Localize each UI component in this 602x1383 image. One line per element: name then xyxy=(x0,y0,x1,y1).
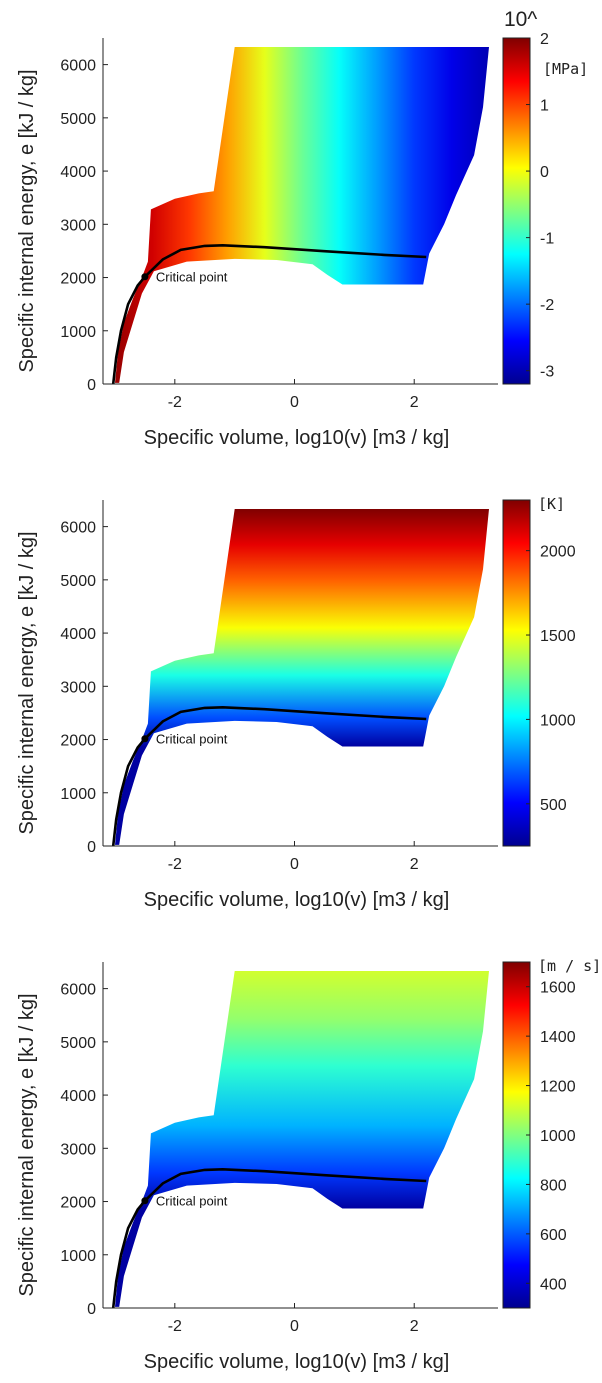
colorbar xyxy=(502,499,531,847)
y-tick-label: 0 xyxy=(87,839,96,856)
colorbar-tick-label: 600 xyxy=(540,1227,567,1244)
state-region xyxy=(115,971,489,1307)
y-tick-label: 6000 xyxy=(60,58,96,75)
saturation-curve xyxy=(111,1167,427,1309)
x-tick-label: -2 xyxy=(168,856,182,873)
y-tick-label: 6000 xyxy=(60,520,96,537)
panel-2: Critical point0100020003000400050006000-… xyxy=(16,495,576,911)
colorbar-unit-label: [m / s] xyxy=(538,957,601,975)
panel-3: Critical point0100020003000400050006000-… xyxy=(16,957,601,1373)
y-tick-label: 2000 xyxy=(60,271,96,288)
colorbar-tick-label: 1000 xyxy=(540,712,576,729)
colorbar-tick-label: 1200 xyxy=(540,1079,576,1096)
x-tick-label: 0 xyxy=(290,856,299,873)
colorbar-tick-label: -2 xyxy=(540,297,554,314)
saturation-curve xyxy=(111,243,427,385)
colorbar-tick-label: 1400 xyxy=(540,1029,576,1046)
colorbar-tick-label: -3 xyxy=(540,364,554,381)
colorbar-tick-label: 400 xyxy=(540,1276,567,1293)
critical-point-marker xyxy=(141,735,149,743)
x-tick-label: 2 xyxy=(410,856,419,873)
colorbar-tick-label: 1 xyxy=(540,98,549,115)
x-tick-label: -2 xyxy=(168,1318,182,1335)
colorbar xyxy=(502,961,531,1309)
y-tick-label: 4000 xyxy=(60,1088,96,1105)
critical-point-marker xyxy=(141,1197,149,1205)
x-axis-label: Specific volume, log10(v) [m3 / kg] xyxy=(144,427,450,449)
colorbar-tick-label: 500 xyxy=(540,797,567,814)
colorbar-tick-label: -1 xyxy=(540,231,554,248)
x-tick-label: 2 xyxy=(410,1318,419,1335)
saturation-curve xyxy=(111,705,427,847)
y-tick-label: 1000 xyxy=(60,786,96,803)
x-tick-label: 0 xyxy=(290,1318,299,1335)
colorbar-tick-label: 1500 xyxy=(540,628,576,645)
colorbar-tick-label: 800 xyxy=(540,1177,567,1194)
colorbar-exponent-label: 10^ xyxy=(504,8,537,31)
y-tick-label: 5000 xyxy=(60,573,96,590)
y-axis-label: Specific internal energy, e [kJ / kg] xyxy=(16,69,38,372)
colorbar-tick-label: 0 xyxy=(540,164,549,181)
colorbar-unit-label: [K] xyxy=(538,495,565,513)
y-tick-label: 3000 xyxy=(60,217,96,234)
x-tick-label: -2 xyxy=(168,394,182,411)
x-axis-label: Specific volume, log10(v) [m3 / kg] xyxy=(144,889,450,911)
colorbar-tick-label: 1000 xyxy=(540,1128,576,1145)
y-tick-label: 4000 xyxy=(60,626,96,643)
y-tick-label: 5000 xyxy=(60,111,96,128)
critical-point-label: Critical point xyxy=(156,1194,228,1209)
colorbar-tick-label: 2 xyxy=(540,31,549,48)
state-region xyxy=(115,509,489,845)
colorbar-tick-label: 1600 xyxy=(540,980,576,997)
critical-point-label: Critical point xyxy=(156,732,228,747)
y-axis-label: Specific internal energy, e [kJ / kg] xyxy=(16,531,38,834)
y-tick-label: 1000 xyxy=(60,324,96,341)
y-tick-label: 2000 xyxy=(60,733,96,750)
y-tick-label: 0 xyxy=(87,377,96,394)
y-axis-label: Specific internal energy, e [kJ / kg] xyxy=(16,993,38,1296)
x-tick-label: 2 xyxy=(410,394,419,411)
y-tick-label: 1000 xyxy=(60,1248,96,1265)
y-tick-label: 0 xyxy=(87,1301,96,1318)
y-tick-label: 4000 xyxy=(60,164,96,181)
critical-point-marker xyxy=(141,273,149,281)
y-tick-label: 2000 xyxy=(60,1195,96,1212)
panel-1: Critical point 0 1000 2000 3000 4000 5000 6000 -… xyxy=(16,8,588,449)
y-tick-label: 3000 xyxy=(60,1141,96,1158)
state-region xyxy=(115,47,489,383)
y-tick-label: 3000 xyxy=(60,679,96,696)
critical-point-label: Critical point xyxy=(156,270,228,285)
colorbar-tick-label: 2000 xyxy=(540,544,576,561)
x-tick-label: 0 xyxy=(290,394,299,411)
colorbar xyxy=(502,37,531,385)
colorbar-unit-label: [MPa] xyxy=(543,60,588,78)
x-axis-label: Specific volume, log10(v) [m3 / kg] xyxy=(144,1351,450,1373)
y-tick-label: 5000 xyxy=(60,1035,96,1052)
y-tick-label: 6000 xyxy=(60,982,96,999)
